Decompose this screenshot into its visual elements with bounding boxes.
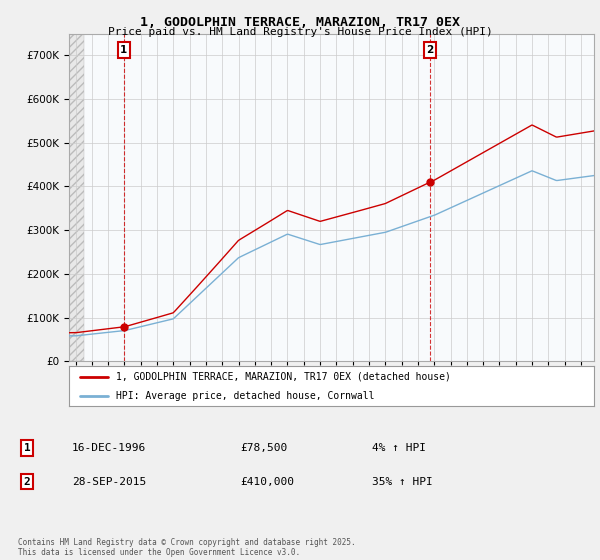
Text: 1, GODOLPHIN TERRACE, MARAZION, TR17 0EX (detached house): 1, GODOLPHIN TERRACE, MARAZION, TR17 0EX… (116, 372, 451, 382)
Text: 1: 1 (120, 45, 127, 55)
Text: 4% ↑ HPI: 4% ↑ HPI (372, 443, 426, 453)
Text: Contains HM Land Registry data © Crown copyright and database right 2025.
This d: Contains HM Land Registry data © Crown c… (18, 538, 356, 557)
Text: Price paid vs. HM Land Registry's House Price Index (HPI): Price paid vs. HM Land Registry's House … (107, 27, 493, 37)
Bar (83, 34, 594, 361)
Text: £410,000: £410,000 (240, 477, 294, 487)
Text: 2: 2 (427, 45, 434, 55)
Text: £78,500: £78,500 (240, 443, 287, 453)
Text: 16-DEC-1996: 16-DEC-1996 (72, 443, 146, 453)
Text: 1: 1 (23, 443, 31, 453)
Text: 1, GODOLPHIN TERRACE, MARAZION, TR17 0EX: 1, GODOLPHIN TERRACE, MARAZION, TR17 0EX (140, 16, 460, 29)
Text: 2: 2 (23, 477, 31, 487)
Text: 28-SEP-2015: 28-SEP-2015 (72, 477, 146, 487)
Text: HPI: Average price, detached house, Cornwall: HPI: Average price, detached house, Corn… (116, 391, 375, 401)
Text: 35% ↑ HPI: 35% ↑ HPI (372, 477, 433, 487)
